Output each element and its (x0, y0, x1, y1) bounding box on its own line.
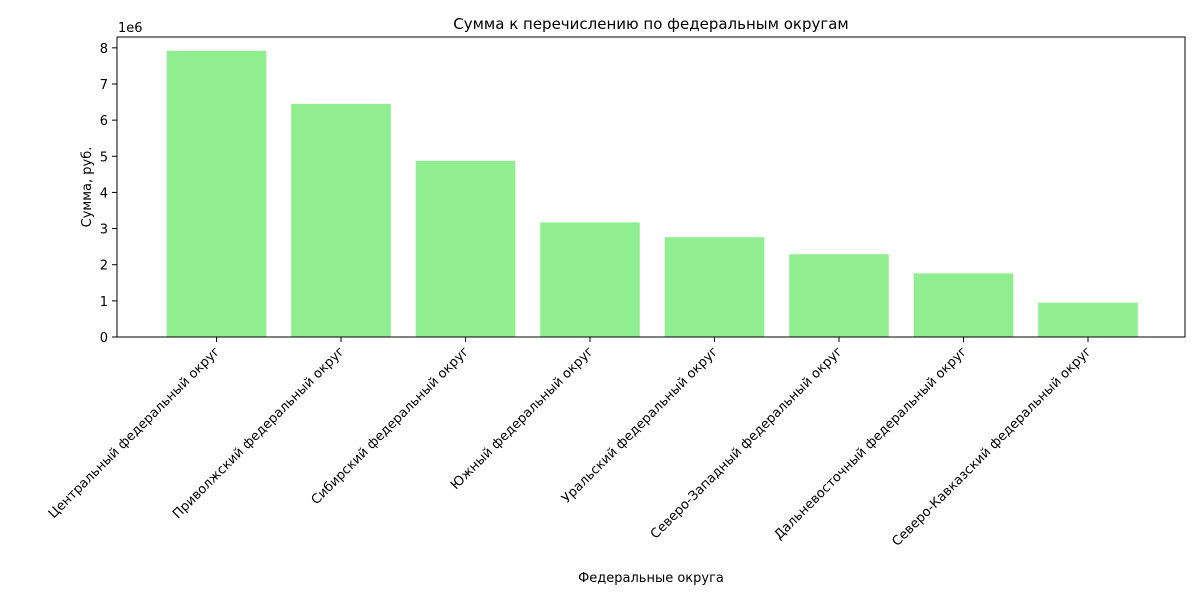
y-tick-label: 3 (100, 223, 108, 238)
y-tick-label: 6 (100, 114, 108, 129)
y-tick-label: 7 (100, 78, 108, 93)
y-tick-label: 0 (100, 331, 108, 346)
bar (291, 103, 391, 338)
y-tick-label: 4 (100, 186, 108, 201)
y-tick-label: 8 (100, 42, 108, 57)
x-tick-label: Дальневосточный федеральный округ (772, 344, 971, 543)
bar (1038, 302, 1138, 337)
bars-group (166, 50, 1138, 338)
bar (913, 273, 1014, 337)
plot-frame (116, 36, 1186, 338)
x-tick-label: Южный федеральный округ (448, 344, 597, 493)
x-axis-ticks: Центральный федеральный округПриволжский… (46, 337, 1095, 550)
y-tick-label: 5 (100, 150, 108, 165)
bar (166, 50, 267, 338)
bar (664, 237, 765, 337)
bar (789, 254, 889, 337)
y-axis-ticks: 0 1 2 3 4 5 6 7 8 (100, 42, 117, 346)
x-tick-label: Северо-Западный федеральный округ (648, 344, 846, 542)
x-axis-label: Федеральные округа (578, 571, 724, 586)
bar (415, 160, 516, 337)
bar (540, 222, 640, 337)
y-tick-label: 1 (100, 295, 108, 310)
y-tick-label: 2 (100, 259, 108, 274)
chart-title: Сумма к перечислению по федеральным окру… (453, 15, 849, 33)
y-axis-label: Сумма, руб. (80, 147, 95, 228)
x-tick-label: Северо-Кавказский федеральный округ (889, 344, 1095, 550)
y-axis-multiplier-label: 1e6 (118, 21, 143, 36)
